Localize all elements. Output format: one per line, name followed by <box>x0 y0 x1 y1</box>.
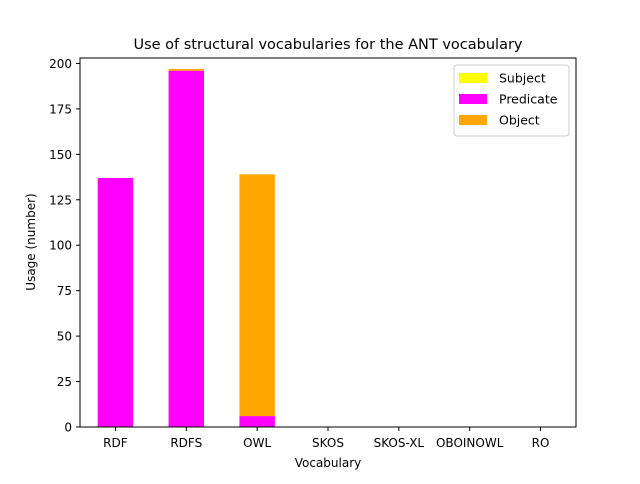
x-tick-label: SKOS-XL <box>374 436 425 450</box>
y-tick-label: 200 <box>49 57 72 71</box>
x-tick-label: RDF <box>103 436 128 450</box>
y-axis-label: Usage (number) <box>24 193 38 290</box>
bar-predicate-owl <box>239 416 275 427</box>
y-tick-label: 25 <box>57 375 72 389</box>
y-axis-ticks: 0 25 50 75 100 125 150 175 200 <box>49 57 80 435</box>
x-axis-ticks: RDF RDFS OWL SKOS SKOS-XL OBOINOWL RO <box>103 427 549 450</box>
x-tick-label: OWL <box>243 436 271 450</box>
legend-swatch-subject <box>459 73 487 83</box>
y-tick-label: 100 <box>49 239 72 253</box>
bar-predicate-rdf <box>97 177 134 427</box>
y-tick-label: 150 <box>49 148 72 162</box>
y-tick-label: 75 <box>57 284 72 298</box>
legend-label-subject: Subject <box>499 71 546 86</box>
x-tick-label: SKOS <box>312 436 344 450</box>
y-tick-label: 175 <box>49 102 72 116</box>
chart-title: Use of structural vocabularies for the A… <box>133 37 522 53</box>
legend: Subject Predicate Object <box>453 64 570 137</box>
y-tick-label: 50 <box>57 330 72 344</box>
legend-label-predicate: Predicate <box>499 92 558 107</box>
x-tick-label: RO <box>532 436 550 450</box>
x-tick-label: RDFS <box>170 436 202 450</box>
bar-predicate-rdfs <box>168 70 204 428</box>
legend-swatch-object <box>459 115 487 125</box>
bars-layer <box>97 68 275 428</box>
legend-swatch-predicate <box>459 94 487 104</box>
y-tick-label: 0 <box>64 421 72 435</box>
x-tick-label: OBOINOWL <box>436 436 504 450</box>
x-axis-label: Vocabulary <box>295 456 362 470</box>
y-tick-label: 125 <box>49 193 72 207</box>
legend-label-object: Object <box>499 113 540 128</box>
bar-object-owl <box>239 174 275 417</box>
bar-object-rdfs <box>168 68 204 71</box>
